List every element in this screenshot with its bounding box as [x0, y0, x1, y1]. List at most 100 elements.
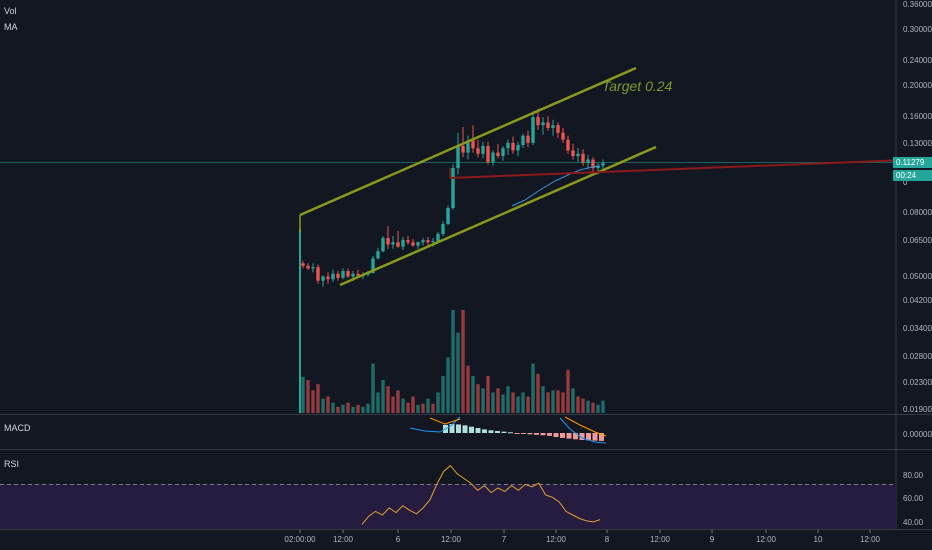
- macd-histogram-bar: [488, 430, 494, 433]
- time-tick-label: 12:00: [333, 535, 354, 544]
- volume-label[interactable]: Vol: [4, 6, 17, 16]
- candle-body: [591, 159, 595, 169]
- volume-bar: [491, 392, 495, 413]
- ma-label[interactable]: MA: [4, 22, 18, 32]
- candle-body: [316, 267, 320, 281]
- time-tick-label: 6: [396, 535, 401, 544]
- volume-bar: [441, 375, 445, 413]
- volume-bar: [416, 404, 420, 413]
- rsi-band: [0, 484, 896, 529]
- candle-body: [421, 240, 425, 243]
- volume-bar: [591, 402, 595, 413]
- volume-bars: [301, 310, 605, 413]
- time-tick-label: 9: [710, 535, 715, 544]
- price-tick-label: 0.13000: [903, 139, 932, 148]
- volume-bar: [301, 376, 305, 413]
- rsi-label[interactable]: RSI: [4, 459, 20, 469]
- volume-bar: [316, 384, 320, 413]
- candle-body: [571, 150, 575, 157]
- candle-body: [506, 142, 510, 149]
- support-line: [449, 158, 932, 179]
- volume-bar: [351, 406, 355, 413]
- candle-body: [341, 271, 345, 278]
- volume-bar: [601, 400, 605, 413]
- volume-bar: [521, 392, 525, 413]
- volume-bar: [361, 406, 365, 413]
- candle-body: [381, 238, 385, 252]
- candle-body: [411, 242, 415, 246]
- volume-bar: [306, 380, 310, 413]
- price-tick-label: 0.02300: [903, 378, 932, 387]
- macd-histogram-bar: [501, 431, 507, 433]
- volume-bar: [366, 403, 370, 413]
- target-annotation[interactable]: Target 0.24: [602, 78, 673, 94]
- candle-body: [406, 240, 410, 243]
- volume-bar: [571, 388, 575, 413]
- macd-histogram-bar: [553, 433, 559, 438]
- macd-histogram-bar: [592, 433, 598, 441]
- volume-bar: [386, 386, 390, 413]
- price-tick-label: 0.16000: [903, 112, 932, 121]
- candle-body: [511, 142, 515, 151]
- macd-histogram-bar: [560, 433, 565, 438]
- volume-bar: [501, 394, 505, 413]
- macd-line: [409, 416, 461, 433]
- candle-body: [531, 117, 535, 143]
- volume-bar: [356, 404, 360, 413]
- candle-body: [446, 208, 450, 225]
- candle-body: [376, 251, 380, 259]
- candle-body: [586, 159, 590, 164]
- volume-bar: [446, 357, 450, 413]
- candle-body: [556, 125, 560, 133]
- candle-body: [401, 240, 405, 247]
- candle-body: [486, 146, 490, 162]
- volume-bar: [546, 392, 550, 413]
- price-tick-label: 0.36000: [903, 0, 932, 9]
- candle-body: [561, 132, 565, 140]
- current-price-tag: 0.11279: [893, 157, 932, 168]
- price-tick-label: 0.04200: [903, 296, 932, 305]
- volume-bar: [336, 406, 340, 413]
- rsi-line: [361, 464, 601, 525]
- candle-body: [356, 273, 360, 276]
- rsi-tick-label: 60.00: [903, 494, 924, 503]
- macd-histogram-bar: [456, 424, 461, 433]
- candle-body: [321, 276, 325, 281]
- volume-bar: [541, 386, 545, 413]
- macd-label[interactable]: MACD: [4, 423, 31, 433]
- candle-body: [581, 153, 585, 164]
- volume-bar: [396, 390, 400, 413]
- candle-body: [386, 238, 390, 245]
- price-tick-label: 0.05000: [903, 272, 932, 281]
- candle-body: [551, 125, 555, 128]
- price-tick-label: 0.02800: [903, 352, 932, 361]
- candle-body: [491, 152, 495, 162]
- time-tick-label: 02:00:00: [284, 535, 316, 544]
- macd-histogram-bar: [599, 433, 604, 441]
- price-tick-label: 0.30000: [903, 25, 932, 34]
- candle-body: [596, 165, 600, 169]
- volume-bar: [561, 392, 565, 413]
- candle-body: [326, 276, 330, 280]
- candle-body: [601, 163, 605, 166]
- macd-histogram-bar: [508, 432, 513, 434]
- macd-histogram-bar: [482, 429, 487, 433]
- rsi-pane: [361, 464, 601, 525]
- volume-bar: [551, 390, 555, 413]
- macd-signal-line: [429, 417, 461, 425]
- volume-bar: [311, 390, 315, 413]
- candle-body: [541, 122, 545, 126]
- volume-bar: [401, 398, 405, 413]
- candle-body: [456, 146, 460, 169]
- time-tick-label: 12:00: [441, 535, 462, 544]
- candle-body: [396, 242, 400, 247]
- volume-bar: [481, 388, 485, 413]
- time-tick-label: 12:00: [860, 535, 881, 544]
- volume-bar: [391, 396, 395, 413]
- candle-body: [331, 273, 335, 280]
- macd-histogram-bar: [495, 431, 500, 433]
- volume-bar: [411, 396, 415, 413]
- moving-average-line: [511, 165, 601, 207]
